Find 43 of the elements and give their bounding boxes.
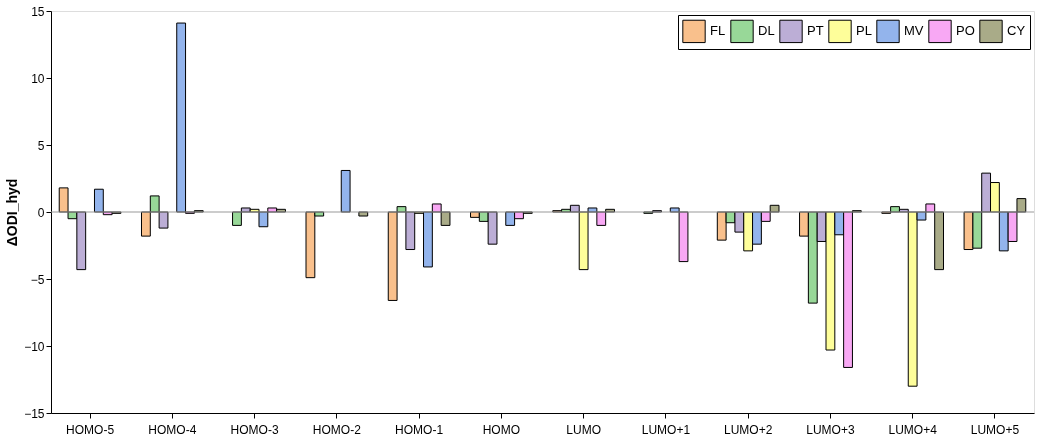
y-axis-title: ΔODI_hyd (4, 178, 21, 247)
legend-label: PT (807, 23, 824, 39)
bar (58, 187, 69, 213)
bar (176, 22, 187, 213)
y-tick-label: 10 (31, 71, 45, 86)
bar (596, 211, 607, 226)
y-tick-label: 15 (31, 4, 45, 19)
bar (934, 211, 945, 271)
bar (578, 211, 589, 271)
bar (149, 195, 160, 213)
x-tick-label: LUMO+1 (641, 422, 691, 437)
y-tick-label: 5 (37, 138, 45, 153)
x-tick-label: LUMO+4 (888, 422, 938, 437)
bar (93, 188, 104, 213)
legend-label: PL (856, 23, 872, 39)
bar (1016, 198, 1027, 213)
y-tick-label: −10 (24, 339, 45, 354)
legend-label: PO (956, 23, 975, 39)
bar (232, 211, 242, 226)
bar (158, 211, 169, 229)
bar (258, 211, 269, 228)
y-tick-label: 0 (37, 205, 45, 220)
legend-label: FL (710, 23, 726, 39)
y-tick-label: −15 (24, 406, 45, 421)
bar (387, 211, 398, 301)
legend-label: DL (758, 23, 775, 39)
x-tick-label: HOMO-4 (148, 422, 197, 437)
x-tick-label: HOMO-5 (66, 422, 115, 437)
legend-label: MV (904, 23, 924, 39)
bar (440, 211, 451, 226)
legend-label: CY (1007, 23, 1026, 39)
bar (678, 211, 689, 263)
x-tick-label: HOMO-2 (312, 422, 362, 437)
x-tick-label: HOMO-1 (395, 422, 444, 437)
x-tick-label: HOMO (482, 422, 521, 437)
y-tick-label: −5 (30, 272, 45, 287)
x-tick-label: LUMO+3 (806, 422, 855, 437)
x-tick-label: HOMO-3 (230, 422, 279, 437)
bar (340, 169, 351, 213)
x-tick-label: LUMO+2 (723, 422, 773, 437)
x-tick-label: LUMO (566, 422, 601, 437)
bar (140, 211, 151, 237)
x-tick-label: LUMO+5 (970, 422, 1020, 437)
